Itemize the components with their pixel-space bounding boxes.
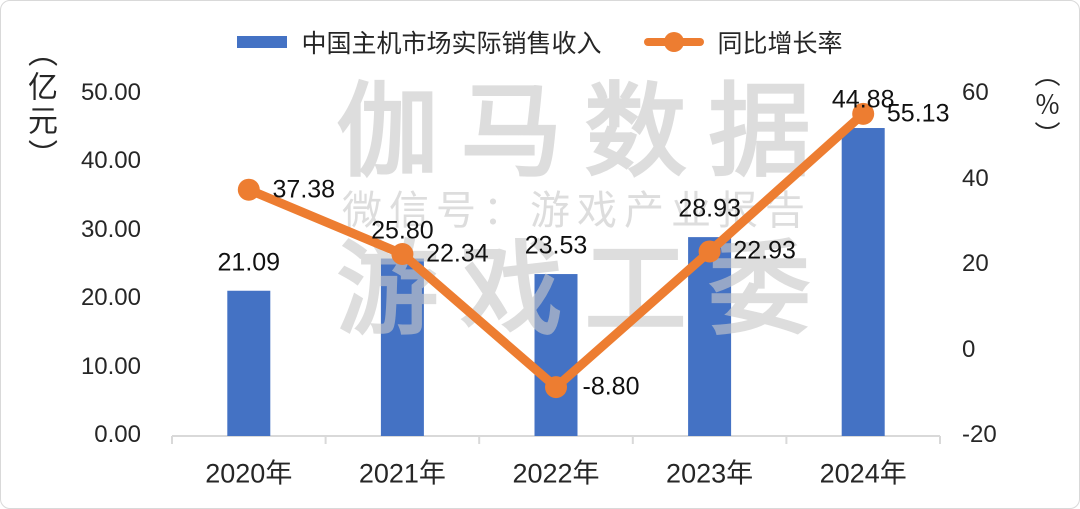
bar-value-label: 25.80: [371, 216, 434, 245]
legend: 中国主机市场实际销售收入 同比增长率: [1, 25, 1079, 59]
bar-value-label: 28.93: [678, 194, 741, 223]
line-series-label: 同比增长率: [717, 30, 843, 58]
category-label: 2022年: [512, 458, 600, 489]
category-label: 2024年: [819, 458, 907, 489]
left-axis-unit: （亿元）: [23, 37, 56, 173]
category-label: 2023年: [666, 458, 754, 489]
legend-item-revenue: 中国主机市场实际销售收入: [237, 24, 602, 60]
right-axis-tick: 40: [962, 164, 989, 192]
growth-value-label: 22.93: [733, 236, 796, 265]
left-axis-tick: 30.00: [80, 215, 141, 243]
growth-value-label: 22.34: [426, 239, 489, 268]
right-axis-tick: -20: [962, 421, 997, 448]
left-axis-tick: 0.00: [94, 421, 141, 448]
right-axis-tick: 20: [962, 250, 989, 277]
growth-value-label: 55.13: [886, 99, 950, 128]
growth-value-label: 37.38: [272, 175, 336, 204]
left-axis-tick: 10.00: [80, 352, 141, 380]
line-marker-dot-icon: [663, 32, 684, 52]
bar-value-label: 23.53: [524, 231, 588, 260]
category-label: 2021年: [358, 458, 446, 489]
right-axis-tick: 60: [962, 79, 989, 106]
line-series-marker: [643, 32, 704, 52]
right-axis-tick: 0: [962, 335, 976, 363]
right-axis-unit: （％）: [1031, 61, 1061, 151]
left-axis-tick: 40.00: [80, 147, 141, 175]
left-axis-tick: 20.00: [80, 284, 141, 312]
bar-value-label: 44.88: [831, 85, 895, 114]
category-label: 2020年: [205, 458, 293, 489]
bar-series-swatch: [237, 36, 288, 48]
bar-series-label: 中国主机市场实际销售收入: [301, 30, 602, 58]
left-axis-tick: 50.00: [80, 79, 141, 106]
growth-value-label: -8.80: [582, 372, 640, 401]
bar-value-label: 21.09: [217, 248, 281, 277]
legend-item-growth: 同比增长率: [643, 24, 843, 60]
